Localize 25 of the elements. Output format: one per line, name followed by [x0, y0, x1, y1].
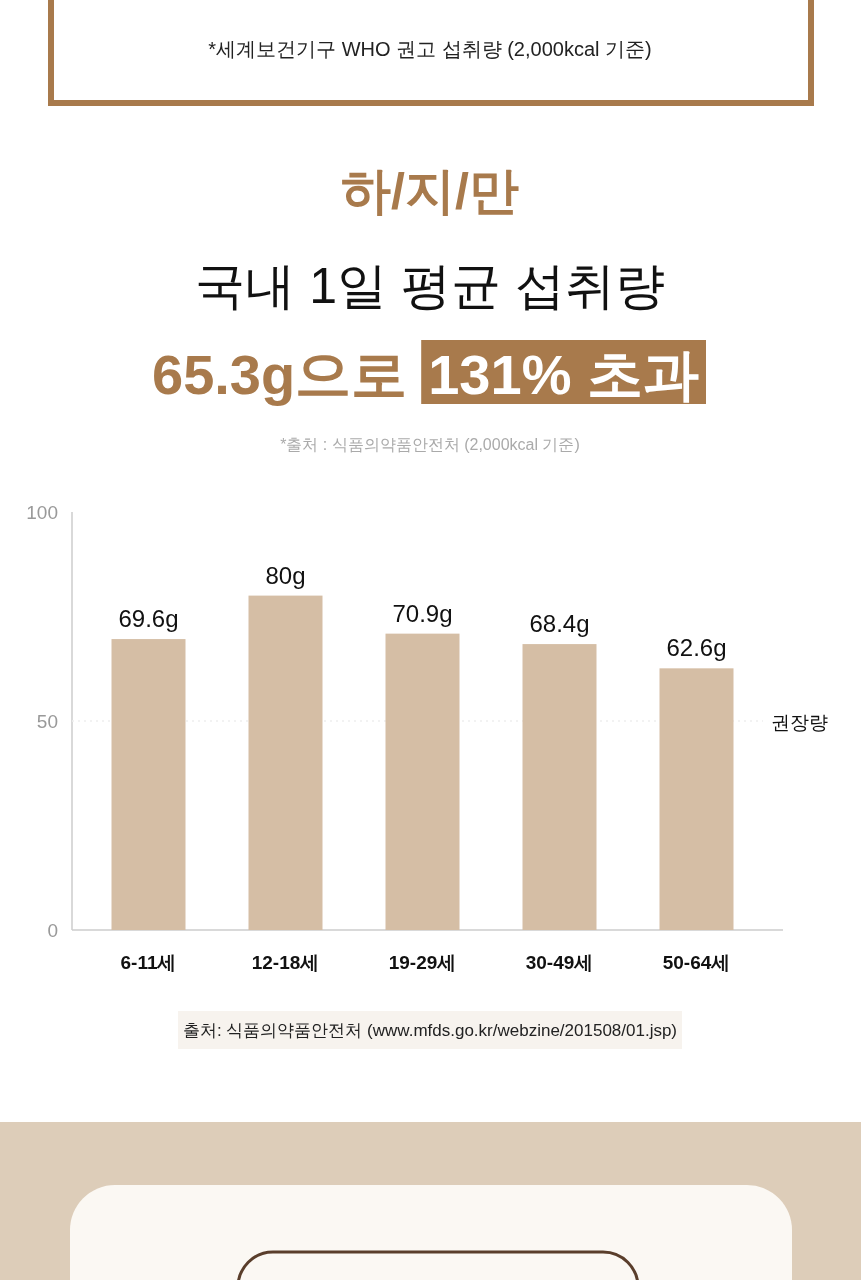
x-tick-label: 12-18세 [251, 952, 320, 973]
bar [659, 668, 734, 930]
data-label: 70.9g [392, 599, 453, 627]
chart-subtitle: 65.3g으로 131% 초과 [152, 343, 699, 406]
data-label: 69.6g [118, 605, 179, 633]
x-tick-label: 19-29세 [388, 952, 457, 973]
x-tick-label: 50-64세 [662, 952, 731, 973]
y-tick-label: 100 [26, 502, 58, 523]
y-tick-label: 50 [36, 711, 58, 732]
bar [385, 633, 460, 930]
ref-line-label: 권장량 [771, 712, 828, 733]
text: 하/지/만 [341, 163, 519, 219]
text: *세계보건기구 WHO 권고 섭취량 (2,000kcal 기준) [208, 38, 652, 60]
x-tick-label: 6-11세 [120, 952, 177, 973]
x-tick-label: 30-49세 [525, 952, 594, 973]
data-label: 80g [265, 561, 306, 589]
source-note: 출처: 식품의약품안전처 (www.mfds.go.kr/webzine/201508/01.jsp) [182, 1021, 678, 1040]
bar [522, 644, 597, 930]
y-tick-label: 0 [47, 920, 58, 941]
data-label: 62.6g [666, 634, 727, 662]
bar [248, 595, 323, 930]
bar [111, 639, 186, 930]
data-label: 68.4g [529, 610, 590, 638]
chart-title: 국내 1일 평균 섭취량 [195, 258, 665, 314]
text: *출처 : 식품의약품안전처 (2,000kcal 기준) [280, 436, 580, 453]
